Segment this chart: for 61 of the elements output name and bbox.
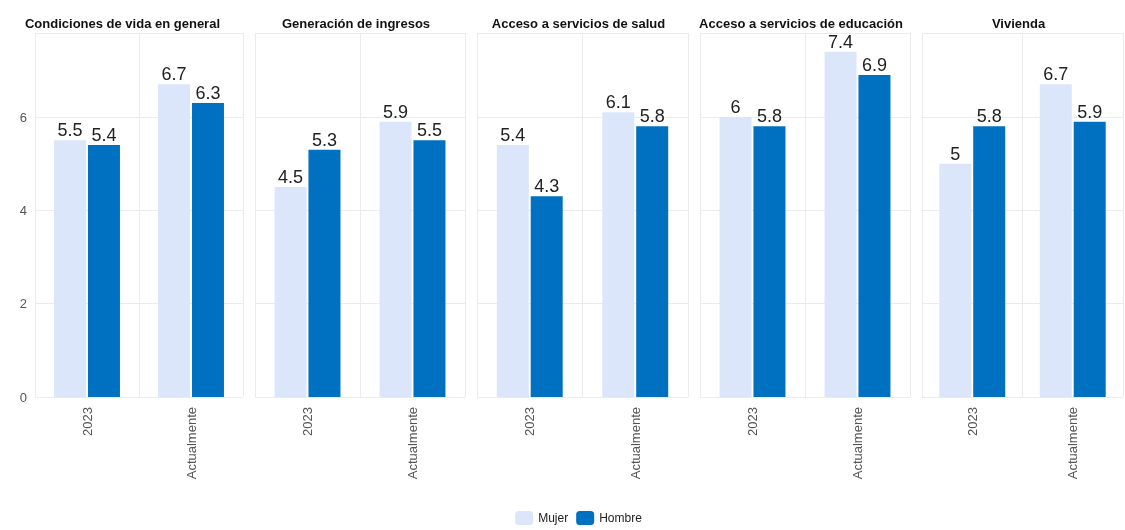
x-tick-label: 2023 — [300, 407, 315, 436]
bar — [939, 163, 972, 397]
data-label: 5.4 — [500, 125, 526, 145]
bar — [54, 140, 87, 397]
bar — [379, 121, 412, 397]
x-tick-label: Actualmente — [850, 407, 865, 480]
bar — [602, 112, 635, 397]
data-label: 6.1 — [605, 92, 631, 113]
x-tick-label: 2023 — [79, 407, 95, 436]
bar — [530, 196, 563, 397]
y-tick-label: 2 — [19, 296, 27, 312]
bar — [87, 145, 120, 397]
data-label: 7.4 — [828, 31, 854, 52]
bar — [496, 145, 529, 397]
y-tick-label: 4 — [19, 202, 27, 218]
chart-title: Vivienda — [991, 16, 1046, 31]
data-label: 4.3 — [534, 176, 560, 197]
bar — [1073, 121, 1106, 397]
chart-title: Condiciones de vida en general — [24, 16, 221, 31]
x-tick-label: Actualmente — [183, 407, 199, 480]
bar — [191, 103, 224, 397]
data-label: 5.4 — [91, 125, 117, 145]
y-tick-label: 0 — [19, 389, 27, 405]
data-label: 5.5 — [57, 120, 83, 141]
x-tick-label: Actualmente — [627, 407, 643, 480]
bar — [1039, 84, 1072, 397]
data-label: 4.5 — [278, 167, 304, 187]
data-label: 5.8 — [639, 106, 665, 127]
chart-title: Acceso a servicios de salud — [491, 16, 666, 31]
chart-title: Generación de ingresos — [281, 16, 431, 31]
data-label: 6.9 — [861, 55, 887, 75]
legend-label: Hombre — [599, 511, 643, 525]
data-label: 5.3 — [311, 129, 337, 150]
bar — [158, 84, 191, 397]
data-label: 6.7 — [1043, 64, 1069, 85]
data-label: 5.9 — [1077, 101, 1103, 122]
data-label: 5.8 — [756, 106, 782, 127]
bar — [824, 51, 857, 397]
bar — [636, 126, 669, 397]
data-label: 5.8 — [976, 106, 1002, 127]
x-tick-label: Actualmente — [1065, 407, 1081, 480]
chart-title: Acceso a servicios de educación — [699, 16, 903, 31]
legend-label: Mujer — [538, 511, 569, 525]
bar — [753, 126, 786, 397]
y-tick-label: 6 — [19, 109, 27, 125]
data-label: 6.7 — [161, 64, 187, 85]
bar — [308, 149, 341, 397]
x-tick-label: 2023 — [745, 407, 760, 436]
x-tick-label: 2023 — [964, 407, 980, 436]
data-label: 6 — [730, 97, 741, 117]
x-tick-label: Actualmente — [405, 407, 420, 480]
bar — [858, 75, 891, 397]
data-label: 5.9 — [383, 101, 409, 122]
data-label: 5.5 — [416, 120, 442, 141]
data-label: 6.3 — [195, 83, 221, 103]
bar — [274, 187, 307, 397]
data-label: 5 — [950, 143, 961, 164]
bar — [413, 140, 446, 397]
bar — [973, 126, 1006, 397]
x-tick-label: 2023 — [522, 407, 538, 436]
bar — [719, 117, 752, 397]
